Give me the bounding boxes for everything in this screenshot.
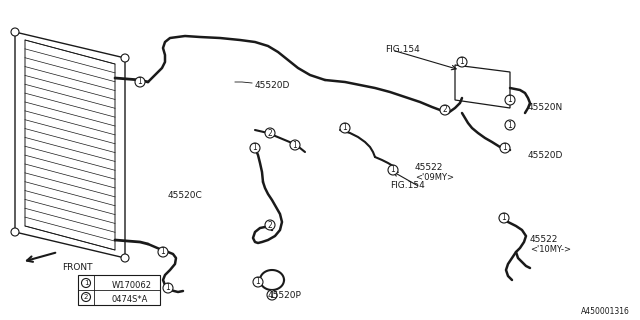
Text: 1: 1 [502, 213, 506, 222]
Text: 45520C: 45520C [168, 190, 203, 199]
Text: 45522: 45522 [415, 164, 444, 172]
Circle shape [440, 105, 450, 115]
Text: 45522: 45522 [530, 236, 558, 244]
Text: 1: 1 [161, 247, 165, 257]
Text: 2: 2 [268, 129, 273, 138]
Circle shape [121, 54, 129, 62]
Circle shape [290, 140, 300, 150]
Text: FRONT: FRONT [62, 263, 93, 273]
Text: 2: 2 [268, 220, 273, 229]
Text: 1: 1 [508, 121, 513, 130]
Text: 1: 1 [292, 140, 298, 149]
Text: 45520N: 45520N [528, 103, 563, 113]
Text: 0474S*A: 0474S*A [112, 294, 148, 303]
Text: FIG.154: FIG.154 [385, 45, 420, 54]
Text: 1: 1 [84, 280, 88, 286]
Circle shape [250, 143, 260, 153]
Text: 45520P: 45520P [268, 291, 302, 300]
Text: 1: 1 [502, 143, 508, 153]
Circle shape [81, 278, 90, 287]
Circle shape [163, 283, 173, 293]
Circle shape [11, 228, 19, 236]
Text: A450001316: A450001316 [581, 308, 630, 316]
Text: <'10MY->: <'10MY-> [530, 245, 571, 254]
Circle shape [121, 254, 129, 262]
Text: 1: 1 [255, 277, 260, 286]
Text: 1: 1 [269, 291, 275, 300]
Text: 45520D: 45520D [528, 150, 563, 159]
Circle shape [499, 213, 509, 223]
Text: W170062: W170062 [112, 281, 152, 290]
Text: 1: 1 [508, 95, 513, 105]
Circle shape [265, 128, 275, 138]
Text: 2: 2 [84, 294, 88, 300]
Circle shape [267, 290, 277, 300]
Circle shape [500, 143, 510, 153]
Circle shape [253, 277, 263, 287]
Text: FIG.154: FIG.154 [390, 180, 425, 189]
Circle shape [265, 220, 275, 230]
Circle shape [457, 57, 467, 67]
Text: <'09MY>: <'09MY> [415, 173, 454, 182]
Circle shape [158, 247, 168, 257]
Circle shape [340, 123, 350, 133]
Circle shape [11, 28, 19, 36]
Text: 2: 2 [443, 106, 447, 115]
Text: 45520D: 45520D [255, 81, 291, 90]
Text: 1: 1 [166, 284, 170, 292]
Text: 1: 1 [460, 58, 465, 67]
Circle shape [135, 77, 145, 87]
Text: 1: 1 [138, 77, 142, 86]
Circle shape [388, 165, 398, 175]
Text: 1: 1 [390, 165, 396, 174]
Circle shape [81, 292, 90, 301]
Circle shape [505, 95, 515, 105]
Text: 1: 1 [342, 124, 348, 132]
Circle shape [505, 120, 515, 130]
Bar [78, 275, 160, 305]
Text: 1: 1 [253, 143, 257, 153]
